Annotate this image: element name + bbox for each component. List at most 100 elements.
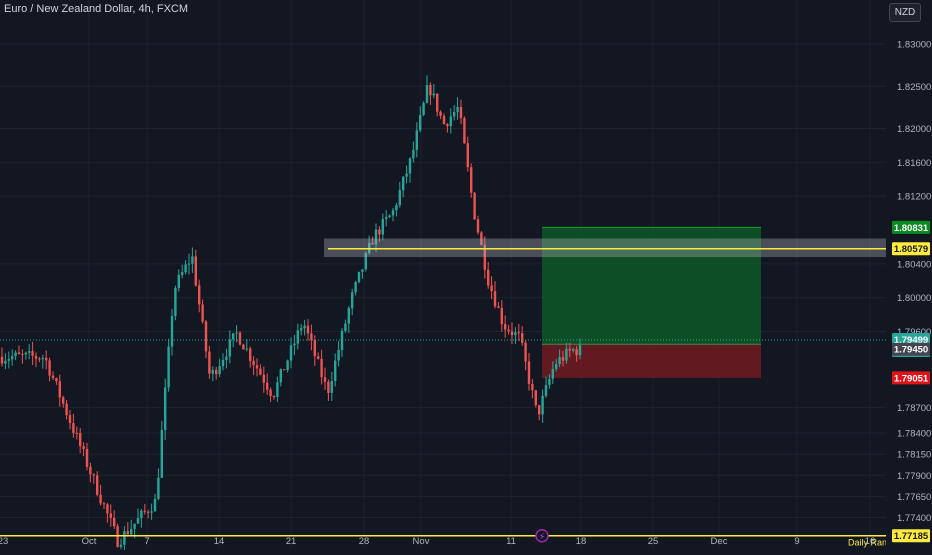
candle-body [527,361,531,384]
candle-body [320,358,323,378]
candle-body [412,149,415,159]
candle-body [177,274,180,288]
candle-body [283,369,286,371]
take-profit-price-label-bg [892,220,930,234]
candle-body [194,256,197,286]
candle-body [31,351,34,356]
currency-button[interactable]: NZD [889,3,921,22]
time-tick-label: 23 [0,536,8,547]
candle-body [85,449,89,467]
candle-body [446,124,449,127]
candle-body [181,272,184,275]
price-tick-label: 1.82000 [897,124,931,135]
candle-body [381,219,384,235]
candle-body [221,360,225,367]
candle-body [405,173,408,177]
time-axis[interactable]: 23 Oct 7 14 21 28 Nov 11 18 25 Dec 9 16 [0,536,875,547]
candle-body [531,383,534,391]
candle-body [480,232,483,245]
candle-body [490,285,493,292]
candle-body [555,364,558,369]
candle-body [317,356,320,359]
grid [0,0,886,548]
candle-body [514,332,517,336]
candle-body [534,390,537,406]
candle-body [116,526,119,547]
candle-body [371,242,374,245]
candle-body [68,415,72,424]
candle-body [374,229,378,245]
candle-body [170,316,174,347]
price-tick-label: 1.78400 [897,428,931,439]
candle-body [45,357,48,361]
price-tick-label: 1.80000 [897,293,931,304]
candle-body [11,356,14,360]
candle-body [391,210,395,216]
candle-body [153,498,157,512]
candle-body [99,494,102,504]
candle-body [436,93,439,112]
candle-body [133,523,136,529]
price-axis[interactable]: 1.83000 1.82500 1.82000 1.81600 1.81200 1.804… [886,0,932,550]
candle-body [55,378,58,382]
take-profit-zone [542,227,761,345]
symbol-title[interactable]: Euro / New Zealand Dollar, 4h, FXCM [4,3,189,15]
candle-body [422,102,425,115]
price-tick-label: 1.81600 [897,158,931,169]
candle-body [456,106,459,113]
price-tick-label: 1.79600 [897,327,931,338]
time-tick-label: 16 [865,536,876,547]
candle-body [130,528,133,535]
time-tick-label: 9 [794,536,799,547]
candle-body [211,369,214,374]
candle-body [442,115,446,125]
candle-body [395,205,398,211]
candle-body [493,291,497,307]
candle-body [476,219,480,233]
candle-body [238,332,242,345]
candle-body [82,446,85,450]
candle-body [7,359,10,361]
candle-body [500,307,503,325]
time-tick-label: 14 [214,536,225,547]
candle-body [337,349,340,361]
entry-price-label: 1.79450 [894,345,928,356]
candle-body [119,544,123,547]
candle-body [558,357,561,365]
lightning-icon: ⚡ [539,532,545,542]
candle-body [279,369,282,383]
candle-body [48,360,51,376]
candle-body [429,84,432,96]
horizontal-level-price-label-bg [892,242,930,256]
candle-body [289,345,293,361]
take-profit-price-label: 1.80831 [894,223,929,234]
candle-body [41,357,44,360]
candle-body [34,355,38,359]
candle-body [334,360,337,382]
candle-body [62,397,65,404]
candle-body [439,111,442,116]
candle-body [463,118,466,144]
time-tick-label: 28 [359,536,370,547]
candle-body [160,429,163,478]
candle-body [198,285,201,305]
candle-body [521,333,524,343]
candle-body [272,395,276,397]
candle-body [255,365,259,369]
candle-body [357,271,361,282]
candle-body [232,333,235,340]
price-tick-label: 1.77900 [897,471,931,482]
candle-body [24,352,27,355]
candle-body [544,384,548,396]
candle-body [470,167,473,193]
price-tick-label: 1.82500 [897,82,931,93]
candle-body [4,360,7,364]
candle-body [313,340,316,357]
candle-body [565,348,568,361]
candle-body [79,432,82,447]
candle-body [344,323,347,331]
candle-body [235,332,238,334]
candle-body [266,382,269,390]
